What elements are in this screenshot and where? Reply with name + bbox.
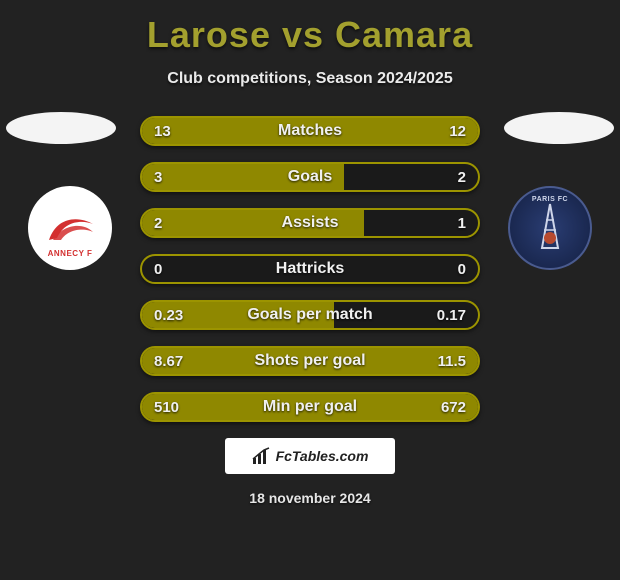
stat-label: Matches: [278, 122, 342, 140]
player-photo-placeholder-right: [504, 112, 614, 144]
stat-row: 2 1 Assists: [140, 208, 480, 238]
stat-rows-container: 13 12 Matches 3 2 Goals 2 1 Assists 0 0 Hattricks 0.…: [140, 116, 480, 422]
stat-value-left: 3: [154, 169, 162, 186]
stat-value-left: 13: [154, 123, 171, 140]
stat-value-right: 11.5: [438, 353, 466, 370]
annecy-logo-icon: [43, 210, 97, 246]
stat-value-right: 2: [458, 169, 466, 186]
stat-row: 0.23 0.17 Goals per match: [140, 300, 480, 330]
stat-value-left: 510: [154, 399, 179, 416]
comparison-date: 18 november 2024: [0, 490, 620, 506]
stat-row: 510 672 Min per goal: [140, 392, 480, 422]
stat-label: Min per goal: [263, 398, 357, 416]
stat-value-left: 0: [154, 261, 162, 278]
team-crest-right: PARIS FC: [508, 186, 592, 270]
comparison-title: Larose vs Camara: [0, 0, 620, 56]
stat-value-right: 0.17: [437, 307, 466, 324]
site-attribution: FcTables.com: [225, 438, 395, 474]
stat-value-right: 0: [458, 261, 466, 278]
stat-value-left: 2: [154, 215, 162, 232]
stat-label: Goals: [288, 168, 332, 186]
stat-row: 0 0 Hattricks: [140, 254, 480, 284]
stat-label: Shots per goal: [254, 352, 365, 370]
team-crest-left: ANNECY F: [28, 186, 112, 270]
paris-logo-icon: [530, 200, 570, 256]
stat-label: Goals per match: [247, 306, 372, 324]
annecy-crest-label: ANNECY F: [48, 249, 93, 258]
stat-row: 3 2 Goals: [140, 162, 480, 192]
stat-value-right: 12: [449, 123, 466, 140]
stat-value-right: 672: [441, 399, 466, 416]
fctables-logo-icon: [252, 447, 270, 465]
comparison-content: ANNECY F PARIS FC 13 12 Matches 3 2 Goals 2 1 As…: [0, 116, 620, 422]
stat-label: Hattricks: [276, 260, 344, 278]
stat-label: Assists: [282, 214, 339, 232]
stat-row: 13 12 Matches: [140, 116, 480, 146]
stat-row: 8.67 11.5 Shots per goal: [140, 346, 480, 376]
stat-value-left: 0.23: [154, 307, 183, 324]
fctables-label: FcTables.com: [276, 448, 369, 464]
player-photo-placeholder-left: [6, 112, 116, 144]
comparison-subtitle: Club competitions, Season 2024/2025: [0, 70, 620, 88]
stat-value-right: 1: [458, 215, 466, 232]
stat-value-left: 8.67: [154, 353, 183, 370]
